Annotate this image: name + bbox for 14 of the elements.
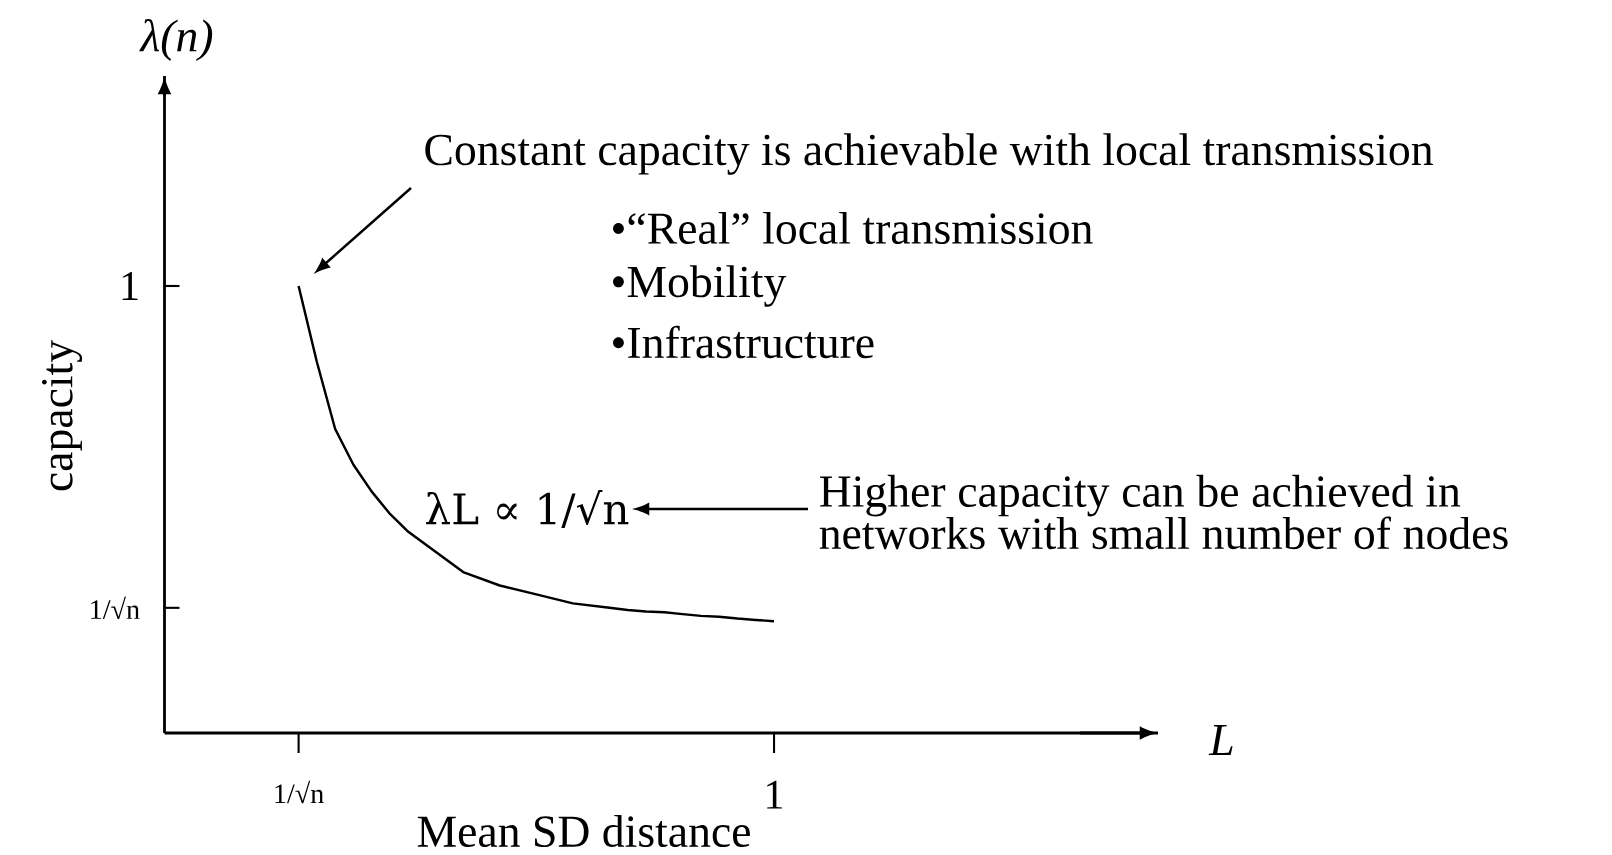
text: 1/√n bbox=[91, 596, 140, 620]
text: 1/√n bbox=[275, 780, 324, 804]
x-axis-title: Mean SD distance bbox=[417, 814, 750, 848]
annotation: λL ∝ 1/√n bbox=[426, 489, 629, 529]
y-axis-title: capacity bbox=[41, 340, 83, 491]
text: •“Real” local transmission bbox=[613, 211, 1093, 245]
text: λ(n) bbox=[139, 19, 213, 61]
annotation: •Infrastructure bbox=[613, 325, 874, 359]
text: 1 bbox=[767, 780, 783, 809]
text: 1 bbox=[122, 272, 138, 300]
text: Constant capacity is achievable with local transmission bbox=[425, 133, 1433, 175]
text: Higher capacity can be achieved in networks with small number of nodes bbox=[819, 474, 1508, 550]
text: L bbox=[1208, 725, 1233, 755]
annotation: •Mobility bbox=[613, 265, 787, 307]
